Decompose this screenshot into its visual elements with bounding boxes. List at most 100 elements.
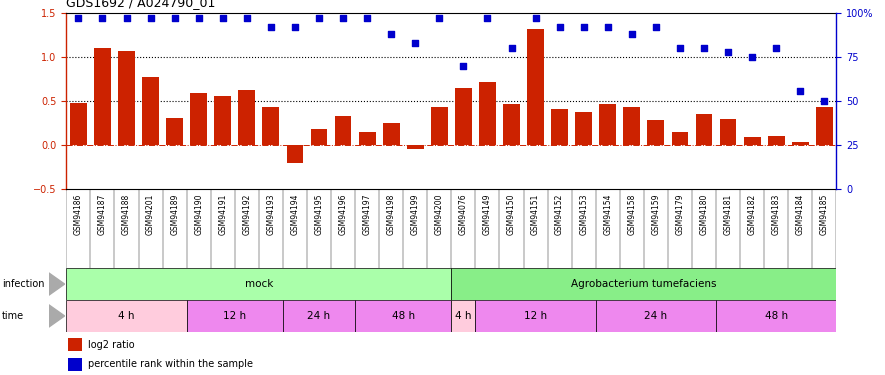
Bar: [816, 106, 833, 146]
Bar: [187, 300, 283, 332]
Bar: [451, 300, 475, 332]
Text: 48 h: 48 h: [765, 311, 788, 321]
Point: [769, 45, 783, 51]
Point: [625, 31, 639, 37]
Text: GSM94149: GSM94149: [483, 194, 492, 235]
Text: GSM94151: GSM94151: [531, 194, 540, 235]
Text: GSM94196: GSM94196: [339, 194, 348, 235]
Bar: [768, 136, 785, 146]
Text: GSM94179: GSM94179: [675, 194, 684, 235]
Point: [192, 15, 206, 21]
Point: [552, 24, 566, 30]
Text: GSM94195: GSM94195: [314, 194, 324, 235]
Text: GDS1692 / A024790_01: GDS1692 / A024790_01: [66, 0, 216, 9]
Point: [601, 24, 615, 30]
Bar: [66, 268, 451, 300]
Bar: [94, 48, 111, 146]
Point: [577, 24, 591, 30]
Point: [360, 15, 374, 21]
Text: GSM94187: GSM94187: [98, 194, 107, 235]
Bar: [407, 146, 424, 149]
Text: GSM94194: GSM94194: [290, 194, 299, 235]
Polygon shape: [49, 273, 65, 296]
Text: GSM94184: GSM94184: [796, 194, 804, 235]
Point: [216, 15, 230, 21]
Text: 4 h: 4 h: [455, 311, 472, 321]
Text: 4 h: 4 h: [119, 311, 135, 321]
Bar: [716, 300, 836, 332]
Bar: [383, 123, 400, 146]
Bar: [358, 132, 375, 146]
Text: GSM94193: GSM94193: [266, 194, 275, 235]
Bar: [648, 120, 665, 146]
Polygon shape: [49, 304, 65, 327]
Text: GSM94201: GSM94201: [146, 194, 155, 235]
Bar: [455, 88, 472, 146]
Text: GSM94154: GSM94154: [604, 194, 612, 235]
Bar: [68, 358, 81, 370]
Point: [528, 15, 543, 21]
Bar: [475, 300, 596, 332]
Point: [143, 15, 158, 21]
Bar: [575, 112, 592, 146]
Bar: [311, 129, 327, 146]
Bar: [166, 118, 183, 146]
Text: GSM94190: GSM94190: [194, 194, 204, 235]
Point: [432, 15, 446, 21]
Point: [817, 98, 831, 104]
Bar: [431, 106, 448, 146]
Bar: [551, 109, 568, 146]
Text: GSM94199: GSM94199: [411, 194, 419, 235]
Point: [673, 45, 687, 51]
Text: GSM94076: GSM94076: [459, 194, 468, 235]
Point: [649, 24, 663, 30]
Point: [721, 49, 735, 55]
Bar: [70, 103, 87, 146]
Bar: [287, 146, 304, 163]
Text: mock: mock: [244, 279, 273, 289]
Bar: [451, 268, 836, 300]
Text: GSM94188: GSM94188: [122, 194, 131, 235]
Point: [457, 63, 471, 69]
Point: [745, 54, 759, 60]
Text: GSM94198: GSM94198: [387, 194, 396, 235]
Point: [288, 24, 302, 30]
Text: 12 h: 12 h: [524, 311, 547, 321]
Bar: [66, 300, 187, 332]
Bar: [596, 300, 716, 332]
Point: [696, 45, 711, 51]
Bar: [335, 116, 351, 146]
Bar: [503, 104, 519, 146]
Text: log2 ratio: log2 ratio: [88, 340, 135, 350]
Bar: [142, 76, 159, 146]
Text: GSM94192: GSM94192: [242, 194, 251, 235]
Bar: [696, 114, 712, 146]
Bar: [743, 136, 760, 146]
Bar: [599, 104, 616, 146]
Bar: [238, 90, 255, 146]
Text: percentile rank within the sample: percentile rank within the sample: [88, 359, 253, 369]
Bar: [68, 338, 81, 351]
Text: GSM94150: GSM94150: [507, 194, 516, 235]
Bar: [720, 119, 736, 146]
Text: Agrobacterium tumefaciens: Agrobacterium tumefaciens: [571, 279, 717, 289]
Bar: [263, 106, 280, 146]
Text: GSM94180: GSM94180: [699, 194, 709, 235]
Point: [793, 88, 807, 94]
Point: [264, 24, 278, 30]
Text: GSM94200: GSM94200: [435, 194, 443, 235]
Point: [504, 45, 519, 51]
Text: GSM94186: GSM94186: [74, 194, 83, 235]
Point: [312, 15, 326, 21]
Bar: [479, 82, 496, 146]
Point: [167, 15, 181, 21]
Text: 24 h: 24 h: [307, 311, 331, 321]
Point: [72, 15, 86, 21]
Bar: [623, 107, 640, 146]
Text: GSM94182: GSM94182: [748, 194, 757, 235]
Text: infection: infection: [2, 279, 44, 289]
Bar: [792, 142, 809, 146]
Point: [384, 31, 398, 37]
Bar: [118, 51, 135, 146]
Text: time: time: [2, 311, 24, 321]
